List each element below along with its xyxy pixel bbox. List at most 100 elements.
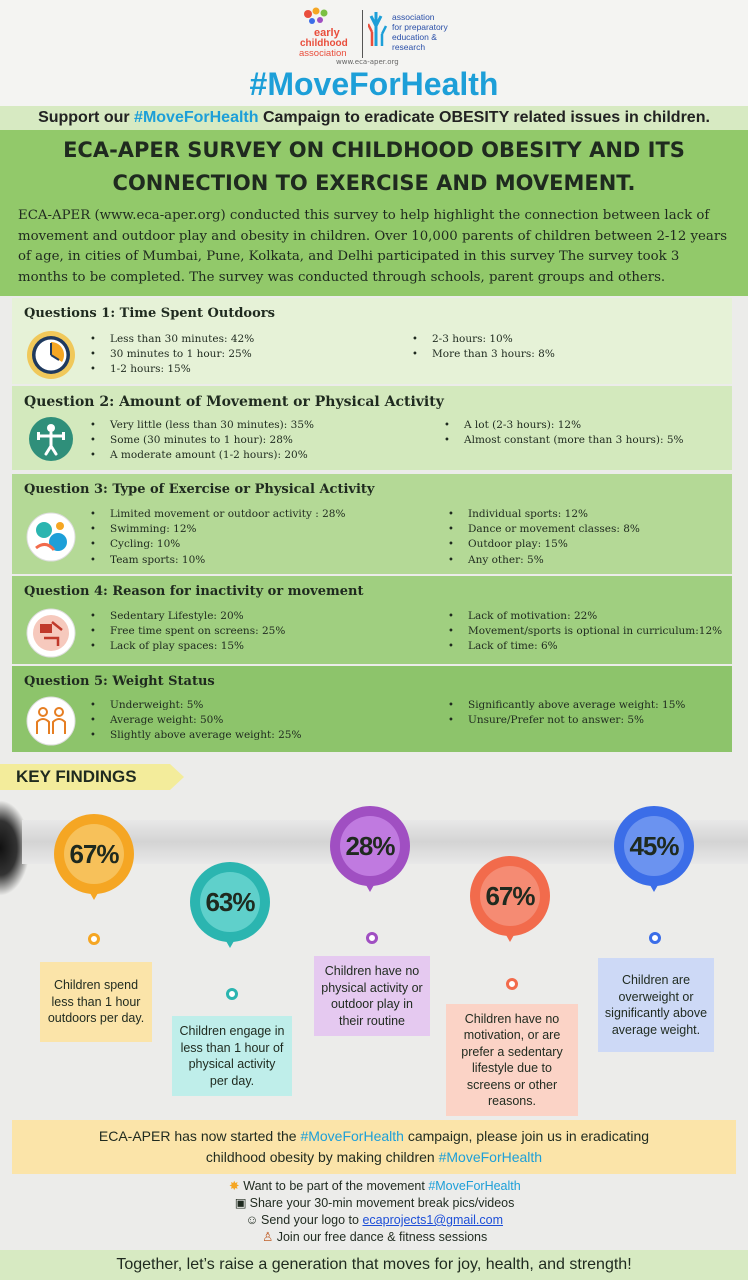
question-card-1: Questions 1: Time Spent Outdoors Less th… [12,298,732,384]
finding-value: 28% [340,816,400,876]
finding-value: 45% [624,816,684,876]
campaign-text: ECA-APER has now started the [98,1128,301,1144]
bubble-tail [502,928,518,942]
answer-item: Limited movement or outdoor activity : 2… [88,507,345,522]
finding-text-5: Children are overweight or significantly… [598,958,714,1052]
header: early childhood association association … [0,0,748,108]
question-card-3: Question 3: Type of Exercise or Physical… [12,474,732,574]
cta-tag: #MoveForHealth [428,1179,521,1193]
bubble-tail [646,878,662,892]
answer-list-left: Underweight: 5% Average weight: 50% Slig… [88,698,301,744]
call-to-action: ✸ Want to be part of the movement #MoveFo… [0,1178,748,1246]
main-hashtag: #MoveForHealth [249,66,499,102]
question-title: Question 3: Type of Exercise or Physical… [24,482,375,497]
cta-line-3: ☺ Send your logo to ecaprojects1@gmail.co… [0,1212,748,1229]
answer-list-right: Lack of motivation: 22% Movement/sports … [446,609,722,655]
marker-ring [366,932,378,944]
sparkle-icon: ✸ [229,1179,240,1193]
finding-value: 63% [200,872,260,932]
answer-item: A lot (2-3 hours): 12% [442,418,684,433]
clock-icon [27,331,75,379]
sports-collage-icon [26,512,76,562]
cta-line-2: ▣ Share your 30-min movement break pics/v… [0,1195,748,1212]
footer-tagline: Together, let’s raise a generation that … [0,1250,748,1280]
cta-text: Want to be part of the movement [243,1179,429,1193]
marker-ring [226,988,238,1000]
finding-text-1: Children spend less than 1 hour outdoors… [40,962,152,1042]
logo-divider [362,10,363,58]
answer-item: Less than 30 minutes: 42% [88,332,254,347]
answer-list-right: Individual sports: 12% Dance or movement… [446,507,640,568]
answer-item: Lack of motivation: 22% [446,609,722,624]
weight-people-icon [26,696,76,746]
answer-item: Almost constant (more than 3 hours): 5% [442,433,684,448]
finding-bubble-3: 28% [330,806,410,892]
intro-section: ECA-APER SURVEY ON CHILDHOOD OBESITY AND… [0,130,748,296]
question-title: Question 5: Weight Status [24,674,215,689]
svg-text:education &: education & [392,32,437,42]
answer-item: Slightly above average weight: 25% [88,728,301,743]
finding-bubble-4: 67% [470,856,550,942]
answer-item: Lack of play spaces: 15% [88,639,285,654]
answer-item: Sedentary Lifestyle: 20% [88,609,285,624]
marker-ring [88,933,100,945]
answer-list-left: Limited movement or outdoor activity : 2… [88,507,345,568]
finding-value: 67% [480,866,540,926]
email-link[interactable]: ecaprojects1@gmail.com [362,1213,503,1227]
finding-text-3: Children have no physical activity or ou… [314,956,430,1036]
answer-item: Underweight: 5% [88,698,301,713]
answer-item: More than 3 hours: 8% [410,347,555,362]
cta-text: Join our free dance & fitness sessions [276,1230,488,1244]
answer-item: 1-2 hours: 15% [88,362,254,377]
answer-list-left: Very little (less than 30 minutes): 35% … [88,418,314,464]
svg-text:for preparatory: for preparatory [392,22,448,32]
campaign-banner: ECA-APER has now started the #MoveForHea… [12,1120,736,1174]
svg-text:research: research [392,42,425,52]
support-post: Campaign to eradicate OBESITY related is… [258,109,710,126]
answer-item: Lack of time: 6% [446,639,722,654]
answer-list-right: 2-3 hours: 10% More than 3 hours: 8% [410,332,555,363]
answer-item: Some (30 minutes to 1 hour): 28% [88,433,314,448]
question-card-4: Question 4: Reason for inactivity or mov… [12,576,732,664]
answer-item: Average weight: 50% [88,713,301,728]
finding-value: 67% [64,824,124,884]
question-card-2: Question 2: Amount of Movement or Physic… [12,386,732,470]
marker-ring [649,932,661,944]
aper-logo: association for preparatory education & … [368,12,448,52]
campaign-tag: #MoveForHealth [300,1128,404,1144]
camera-icon: ▣ [234,1196,247,1210]
key-findings-label: KEY FINDINGS [0,764,184,790]
finding-text-4: Children have no motivation, or are pref… [446,1004,578,1116]
answer-list-left: Less than 30 minutes: 42% 30 minutes to … [88,332,254,378]
question-title: Question 4: Reason for inactivity or mov… [24,584,364,599]
support-tag: #MoveForHealth [134,109,259,126]
question-card-5: Question 5: Weight Status Underweight: 5… [12,666,732,752]
bubble-tail [86,886,102,900]
finding-bubble-1: 67% [54,814,134,900]
answer-item: Any other: 5% [446,553,640,568]
question-title: Question 2: Amount of Movement or Physic… [24,394,444,410]
question-title: Questions 1: Time Spent Outdoors [24,306,275,321]
answer-item: Free time spent on screens: 25% [88,624,285,639]
campaign-line-2: childhood obesity by making children #Mo… [12,1147,736,1168]
marker-ring [506,978,518,990]
campaign-text: childhood obesity by making children [205,1149,439,1165]
answer-item: A moderate amount (1-2 hours): 20% [88,448,314,463]
answer-item: Significantly above average weight: 15% [446,698,685,713]
campaign-tag: #MoveForHealth [438,1149,543,1165]
eca-logo: early childhood association [299,7,348,59]
answer-item: 30 minutes to 1 hour: 25% [88,347,254,362]
answer-item: Very little (less than 30 minutes): 35% [88,418,314,433]
answer-item: Movement/sports is optional in curriculu… [446,624,722,639]
exercise-person-icon [29,417,73,461]
campaign-text: campaign, please join us in eradicating [403,1128,650,1144]
answer-item: Outdoor play: 15% [446,537,640,552]
support-pre: Support our [38,109,135,126]
cta-text: Send your logo to [261,1213,363,1227]
support-banner: Support our #MoveForHealth Campaign to e… [0,106,748,130]
answer-item: Team sports: 10% [88,553,345,568]
email-icon: ☺ [245,1213,259,1227]
site-url[interactable]: www.eca-aper.org [336,58,399,66]
svg-text:association: association [299,48,347,59]
finding-bubble-5: 45% [614,806,694,892]
